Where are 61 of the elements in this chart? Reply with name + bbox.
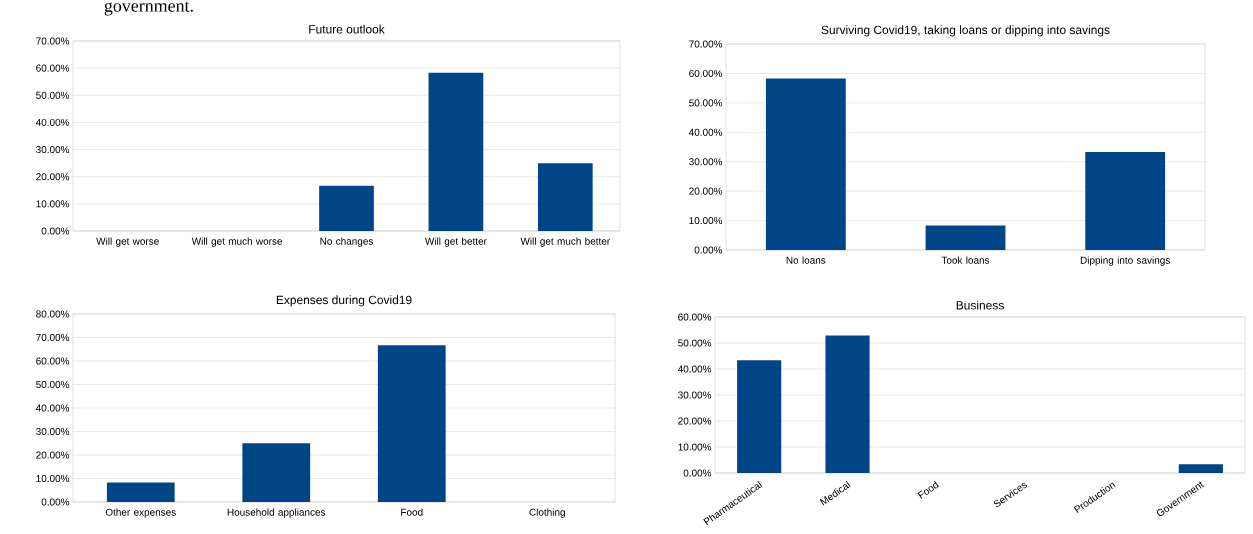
x-tick-label: Household appliances [227, 508, 326, 518]
y-tick-label: 10.00% [36, 200, 70, 208]
y-tick-label: 70.00% [36, 333, 70, 342]
y-tick-label: 70.00% [689, 40, 723, 48]
y-tick-label: 20.00% [678, 417, 712, 425]
x-tick-label: Food [401, 508, 423, 516]
bar [1085, 152, 1166, 250]
x-tick-label: No changes [320, 237, 373, 247]
x-tick-label: Dipping into savings [1080, 256, 1170, 266]
y-tick-label: 30.00% [36, 146, 70, 154]
bar [737, 360, 782, 473]
y-tick-label: 40.00% [35, 118, 70, 126]
y-tick-label: 50.00% [36, 380, 70, 389]
x-tick-label: Will get much worse [191, 237, 283, 247]
y-tick-label: 40.00% [688, 128, 723, 136]
y-tick-label: 50.00% [36, 91, 70, 99]
bar [319, 185, 374, 231]
y-tick-label: 10.00% [678, 443, 712, 451]
chart-title: Future outlook [309, 24, 385, 34]
y-tick-label: 20.00% [689, 187, 723, 195]
y-tick-label: 60.00% [36, 357, 70, 365]
y-tick-label: 60.00% [36, 64, 70, 72]
bar [106, 482, 175, 502]
bar [925, 225, 1006, 250]
bar [765, 78, 846, 250]
bar [377, 345, 446, 502]
chart-title: Expenses during Covid19 [276, 295, 412, 307]
x-tick-label: Will get much better [520, 237, 610, 247]
y-tick-label: 30.00% [689, 158, 723, 166]
bar [1178, 464, 1223, 473]
y-tick-label: 0.00% [694, 246, 723, 254]
y-tick-label: 40.00% [35, 404, 70, 412]
x-tick-label: Will get worse [96, 237, 159, 247]
bar [537, 163, 593, 231]
bar [428, 72, 484, 231]
chart-title: Surviving Covid19, taking loans or dipping into savings [821, 25, 1110, 37]
y-tick-label: 50.00% [689, 99, 723, 107]
y-tick-label: 30.00% [678, 391, 712, 399]
y-tick-label: 10.00% [689, 217, 723, 225]
x-tick-label: Clothing [529, 508, 565, 518]
y-tick-label: 80.00% [36, 310, 70, 318]
y-tick-label: 60.00% [678, 313, 712, 321]
x-tick-label: Took loans [941, 256, 990, 264]
y-tick-label: 60.00% [689, 69, 723, 77]
y-tick-label: 40.00% [677, 365, 712, 373]
bar [825, 335, 870, 473]
y-tick-label: 50.00% [678, 339, 712, 347]
x-tick-label: No loans [786, 256, 826, 264]
y-tick-label: 20.00% [36, 173, 70, 181]
text: government. [104, 1, 193, 16]
bar [242, 443, 311, 502]
x-tick-label: Other expenses [105, 508, 176, 518]
chart-title: Business [956, 300, 1004, 310]
y-tick-label: 0.00% [683, 469, 712, 477]
y-tick-label: 10.00% [36, 474, 70, 483]
y-tick-label: 70.00% [36, 37, 70, 45]
x-tick-label: Will get better [424, 237, 487, 247]
y-tick-label: 20.00% [36, 451, 70, 459]
y-tick-label: 0.00% [41, 498, 70, 506]
y-tick-label: 30.00% [36, 427, 70, 436]
y-tick-label: 0.00% [41, 227, 70, 235]
